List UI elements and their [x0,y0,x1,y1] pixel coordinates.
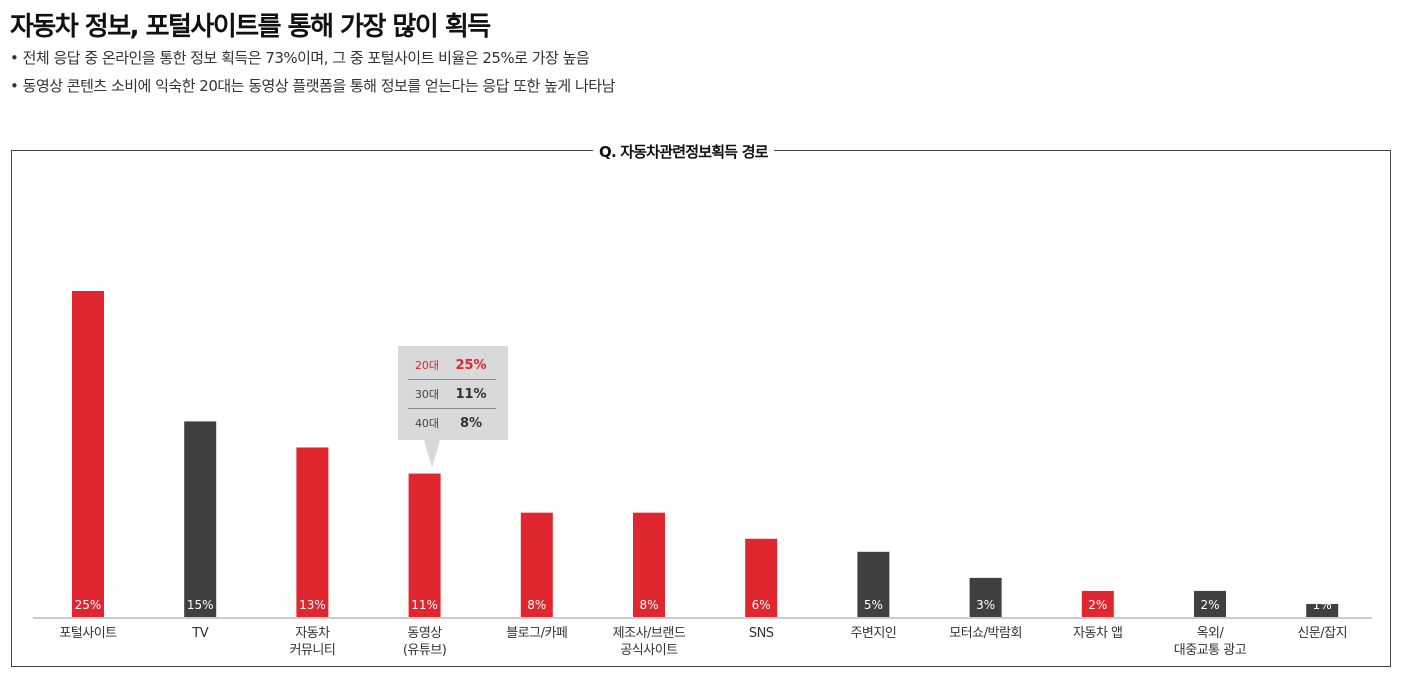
bar [1081,590,1114,617]
category-label: 포털사이트 [59,626,117,641]
age-breakdown-tooltip: 20대 25% 30대 11% 40대 8% [398,346,508,440]
tooltip-age-label: 30대 [414,388,440,401]
tooltip-age-value: 25% [455,357,487,373]
bar-value-label: 11% [411,598,438,612]
bar-value-label: 6% [752,598,771,612]
bar-value-label: 8% [527,598,546,612]
bar-value-label: 2% [1200,598,1219,612]
category-label: TV [191,626,208,641]
tooltip-row-40s: 40대 8% [406,409,498,437]
bar-value-label: 5% [864,598,883,612]
bar [408,473,441,617]
bar [1306,603,1339,617]
category-label: 자동차 [295,626,330,641]
category-label: 공식사이트 [620,643,678,658]
tooltip-age-label: 20대 [414,359,440,372]
category-label: 옥외/ [1197,626,1225,641]
category-label: (유튜브) [403,643,447,658]
tooltip-pointer [424,440,440,468]
category-label: 블로그/카페 [506,626,567,641]
bar [745,538,778,617]
summary-bullet-1: • 전체 응답 중 온라인을 통한 정보 획득은 73%이며, 그 중 포털사이… [10,49,590,67]
category-label: 동영상 [407,626,442,641]
bar-value-label: 25% [75,598,102,612]
bar-value-label: 3% [976,598,995,612]
bar-value-label: 15% [187,598,214,612]
bar [72,291,104,617]
bar-value-label: 1% [1313,598,1332,612]
bar-value-label: 2% [1088,598,1107,612]
page-title: 자동차 정보, 포털사이트를 통해 가장 많이 획득 [10,12,491,42]
category-label: 주변지인 [850,626,896,641]
tooltip-divider [408,408,496,409]
chart-question-title: Q. 자동차관련정보획득 경로 [593,141,774,162]
bar [520,512,553,617]
bar [633,512,665,617]
category-label: 제조사/브랜드 [613,626,686,641]
tooltip-age-value: 11% [455,386,487,402]
bar [1194,590,1226,617]
tooltip-age-value: 8% [459,415,483,431]
category-label: 모터쇼/박람회 [949,626,1022,641]
category-label: 신문/잡지 [1297,626,1347,641]
bar [857,551,890,617]
category-label: 대중교통 광고 [1174,643,1247,658]
bar [184,421,217,617]
bar-value-label: 13% [299,598,326,612]
bar [296,447,329,617]
tooltip-divider [408,379,496,380]
bar [969,577,1002,617]
category-label: SNS [749,626,774,641]
category-label: 커뮤니티 [289,643,335,658]
tooltip-row-20s: 20대 25% [406,351,498,379]
tooltip-row-30s: 30대 11% [406,380,498,408]
tooltip-age-label: 40대 [414,417,440,430]
summary-bullet-2: • 동영상 콘텐츠 소비에 익숙한 20대는 동영상 플랫폼을 통해 정보를 얻… [10,77,615,95]
bar-value-label: 8% [639,598,658,612]
category-label: 자동차 앱 [1073,626,1122,641]
